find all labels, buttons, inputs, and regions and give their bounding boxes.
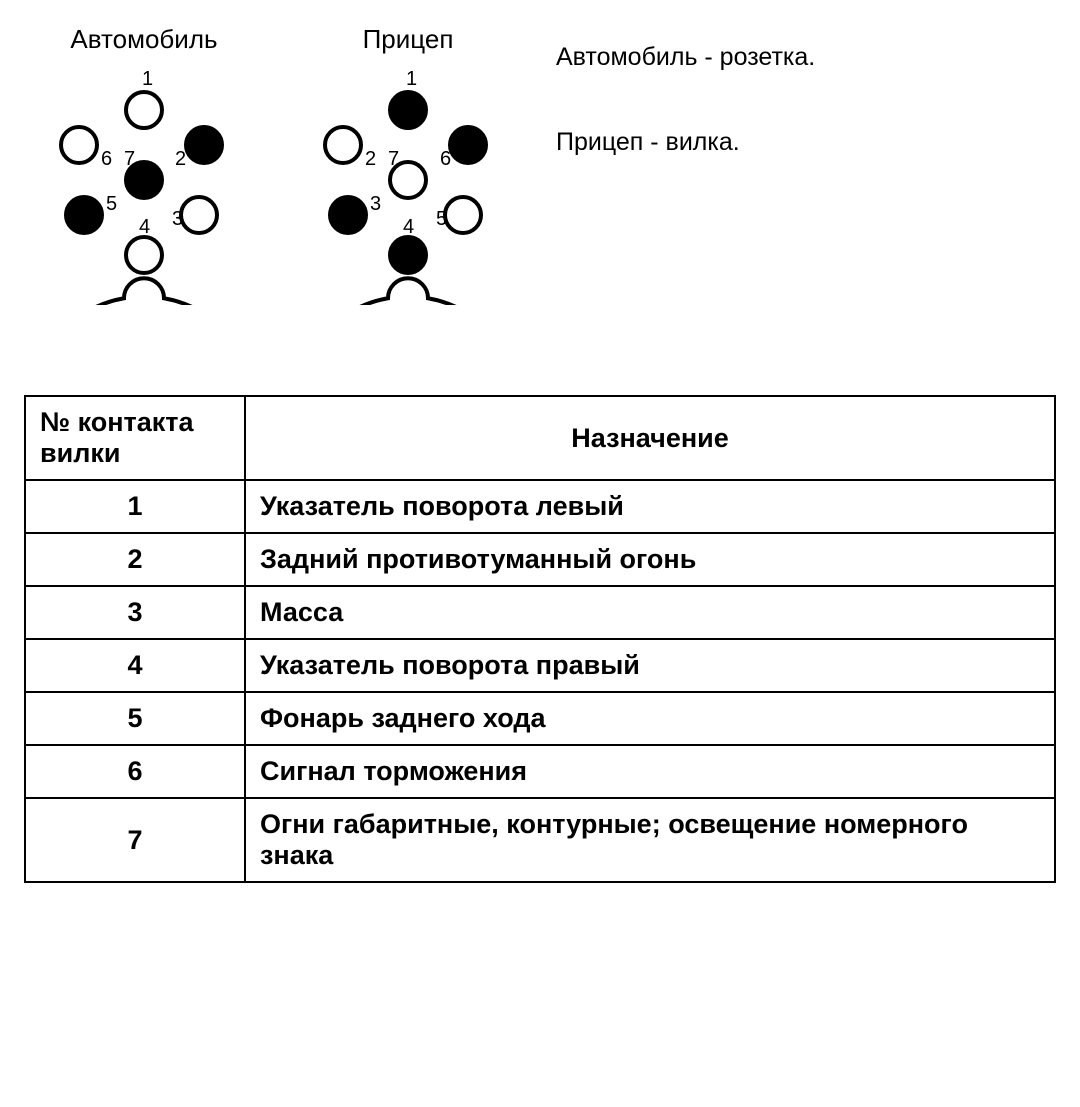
top-section: Автомобиль1234567Прицеп1234567 Автомобил…: [24, 24, 1056, 305]
pin-label-3: 3: [370, 193, 381, 215]
table-row: 5Фонарь заднего хода: [25, 692, 1055, 745]
connector-diagrams: Автомобиль1234567Прицеп1234567: [24, 24, 528, 305]
pin-4: 4: [126, 216, 162, 273]
table-row: 7Огни габаритные, контурные; освещение н…: [25, 798, 1055, 882]
pin-4: 4: [390, 216, 426, 273]
pin-label-1: 1: [406, 68, 417, 90]
pin-description-cell: Указатель поворота левый: [245, 480, 1055, 533]
pin-number-cell: 2: [25, 533, 245, 586]
connector-title-trailer: Прицеп: [288, 24, 528, 55]
connector-outline: [29, 278, 259, 305]
table-row: 1Указатель поворота левый: [25, 480, 1055, 533]
pin-description-cell: Масса: [245, 586, 1055, 639]
pin-3: 3: [330, 193, 381, 233]
legend-text: Автомобиль - розетка. Прицеп - вилка.: [556, 24, 815, 305]
pin-7: 7: [124, 148, 162, 198]
pin-label-1: 1: [142, 68, 153, 90]
legend-line-2: Прицеп - вилка.: [556, 121, 815, 164]
pin-label-6: 6: [101, 148, 112, 170]
pin-number-cell: 5: [25, 692, 245, 745]
pin-number-cell: 1: [25, 480, 245, 533]
pin-label-2: 2: [175, 148, 186, 170]
pin-2: 2: [175, 127, 222, 170]
pin-number-cell: 7: [25, 798, 245, 882]
connector-vehicle: Автомобиль 1 2 345 67: [24, 24, 264, 305]
pin-label-3: 3: [172, 208, 183, 230]
pin-1: 1: [126, 68, 162, 128]
connector-svg-vehicle: 1 2 345 67: [24, 65, 264, 305]
pin-label-6: 6: [440, 148, 451, 170]
pin-6: 6: [61, 127, 112, 170]
pin-6: 6: [440, 127, 486, 170]
table-header-pin-number: № контакта вилки: [25, 396, 245, 480]
pin-label-2: 2: [365, 148, 376, 170]
pin-2: 2: [325, 127, 376, 170]
pin-label-7: 7: [388, 148, 399, 170]
pin-7: 7: [388, 148, 426, 198]
pin-label-7: 7: [124, 148, 135, 170]
pin-label-5: 5: [106, 193, 117, 215]
pin-description-cell: Огни габаритные, контурные; освещение но…: [245, 798, 1055, 882]
pin-3: 3: [172, 197, 217, 233]
pin-number-cell: 6: [25, 745, 245, 798]
connector-title-vehicle: Автомобиль: [24, 24, 264, 55]
table-row: 4Указатель поворота правый: [25, 639, 1055, 692]
pin-number-cell: 3: [25, 586, 245, 639]
connector-outline: [293, 278, 523, 305]
connector-svg-trailer: 1 2 345 6 7: [288, 65, 528, 305]
connector-trailer: Прицеп 1 2 345 6 7: [288, 24, 528, 305]
table-header-assignment: Назначение: [245, 396, 1055, 480]
table-row: 2Задний противотуманный огонь: [25, 533, 1055, 586]
pin-label-5: 5: [436, 208, 447, 230]
pin-5: 5: [66, 193, 117, 233]
pin-description-cell: Указатель поворота правый: [245, 639, 1055, 692]
pin-description-cell: Сигнал торможения: [245, 745, 1055, 798]
pin-description-cell: Фонарь заднего хода: [245, 692, 1055, 745]
pin-assignment-table: № контакта вилки Назначение 1Указатель п…: [24, 395, 1056, 883]
table-row: 3Масса: [25, 586, 1055, 639]
pin-label-4: 4: [403, 216, 414, 238]
legend-line-1: Автомобиль - розетка.: [556, 36, 815, 79]
pin-5: 5: [436, 197, 481, 233]
pin-description-cell: Задний противотуманный огонь: [245, 533, 1055, 586]
pin-label-4: 4: [139, 216, 150, 238]
pin-1: 1: [390, 68, 426, 128]
table-row: 6Сигнал торможения: [25, 745, 1055, 798]
pin-number-cell: 4: [25, 639, 245, 692]
